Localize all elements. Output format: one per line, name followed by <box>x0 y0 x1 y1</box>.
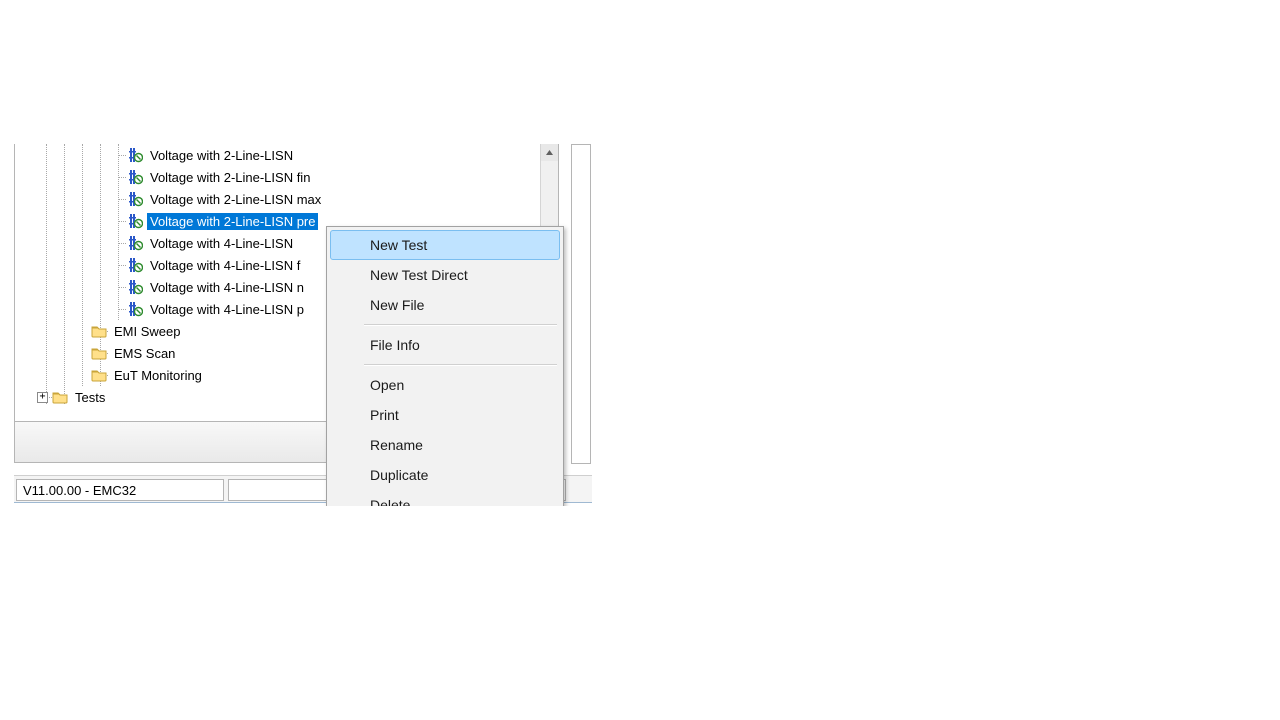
context-menu-item[interactable]: Print <box>330 400 560 430</box>
tree-item-label: EuT Monitoring <box>111 367 205 384</box>
test-template-icon <box>127 213 143 229</box>
folder-icon <box>91 368 107 382</box>
tree-row[interactable]: Voltage with 2-Line-LISN max <box>15 188 541 210</box>
right-adjacent-panel <box>571 144 591 464</box>
folder-icon <box>91 346 107 360</box>
test-template-icon <box>127 169 143 185</box>
folder-icon <box>91 324 107 338</box>
context-menu-separator <box>364 324 557 326</box>
test-template-icon <box>127 301 143 317</box>
test-template-icon <box>127 235 143 251</box>
tree-item-label: Voltage with 4-Line-LISN n <box>147 279 307 296</box>
tree-item-label: Voltage with 4-Line-LISN p <box>147 301 307 318</box>
context-menu-item[interactable]: File Info <box>330 330 560 360</box>
tree-row[interactable]: Voltage with 2-Line-LISN fin <box>15 166 541 188</box>
tree-item-label: EMS Scan <box>111 345 178 362</box>
test-template-icon <box>127 279 143 295</box>
context-menu: New TestNew Test DirectNew File File Info… <box>326 226 564 506</box>
test-template-icon <box>127 147 143 163</box>
tree-item-label: Voltage with 4-Line-LISN <box>147 235 296 252</box>
context-menu-items: New TestNew Test DirectNew File File Info… <box>330 230 560 506</box>
context-menu-item[interactable]: Rename <box>330 430 560 460</box>
tree-item-label: Voltage with 2-Line-LISN fin <box>147 169 313 186</box>
tree-expander[interactable]: + <box>37 392 48 403</box>
tree-item-label: Voltage with 2-Line-LISN pre <box>147 213 318 230</box>
context-menu-item[interactable]: New File <box>330 290 560 320</box>
tree-item-label: Tests <box>72 389 108 406</box>
tree-item-label: Voltage with 4-Line-LISN f <box>147 257 303 274</box>
test-template-icon <box>127 191 143 207</box>
folder-icon <box>52 390 68 404</box>
context-menu-item[interactable]: Duplicate <box>330 460 560 490</box>
window-clip: Voltage with 2-Line-LISN Voltage with 2-… <box>14 144 592 506</box>
context-menu-separator <box>364 364 557 366</box>
tree-item-label: Voltage with 2-Line-LISN max <box>147 191 324 208</box>
context-menu-item[interactable]: New Test <box>330 230 560 260</box>
scroll-up-button[interactable] <box>541 144 558 161</box>
status-version-field: V11.00.00 - EMC32 <box>16 479 224 501</box>
context-menu-item[interactable]: New Test Direct <box>330 260 560 290</box>
tree-row[interactable]: Voltage with 2-Line-LISN <box>15 144 541 166</box>
test-template-icon <box>127 257 143 273</box>
context-menu-item[interactable]: Delete <box>330 490 560 506</box>
context-menu-item[interactable]: Open <box>330 370 560 400</box>
tree-item-label: Voltage with 2-Line-LISN <box>147 147 296 164</box>
tree-item-label: EMI Sweep <box>111 323 183 340</box>
